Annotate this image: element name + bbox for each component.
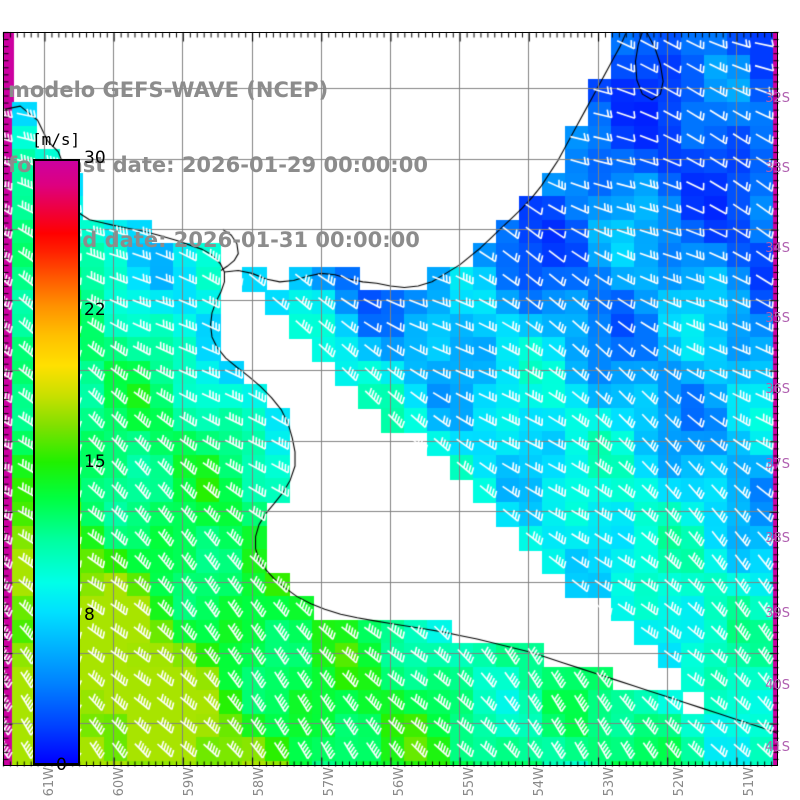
- colorbar-gradient: [33, 159, 80, 765]
- colorbar-unit-label: [m/s]: [32, 130, 81, 149]
- lon-label-60w: 60W: [112, 766, 127, 796]
- lon-label-61w: 61W: [42, 766, 57, 796]
- colorbar-tick-30: 30: [84, 148, 106, 168]
- lon-label-56w: 56W: [392, 766, 407, 796]
- lon-label-57w: 57W: [322, 766, 337, 796]
- lat-label-32s: 32S: [765, 91, 790, 106]
- lat-label-41s: 41S: [765, 740, 790, 755]
- lat-label-33s: 33S: [765, 161, 790, 176]
- model-name-text: modelo GEFS-WAVE (NCEP): [8, 78, 329, 102]
- lat-label-36s: 36S: [765, 382, 790, 397]
- lon-label-54w: 54W: [532, 766, 547, 796]
- lat-label-35s: 35S: [765, 311, 790, 326]
- lon-label-51w: 51W: [742, 766, 757, 796]
- colorbar-tick-0: 0: [56, 755, 67, 775]
- lon-label-55w: 55W: [462, 766, 477, 796]
- lat-label-37s: 37S: [765, 457, 790, 472]
- lat-label-39s: 39S: [765, 606, 790, 621]
- colorbar-tick-8: 8: [84, 605, 95, 625]
- lon-label-58w: 58W: [252, 766, 267, 796]
- lat-label-40s: 40S: [765, 678, 790, 693]
- colorbar-tick-15: 15: [84, 452, 106, 472]
- colorbar: [33, 159, 80, 765]
- lat-label-38s: 38S: [765, 531, 790, 546]
- lat-label-34s: 34S: [765, 241, 790, 256]
- lon-label-53w: 53W: [602, 766, 617, 796]
- lon-label-59w: 59W: [182, 766, 197, 796]
- colorbar-tick-22: 22: [84, 300, 106, 320]
- lon-label-52w: 52W: [672, 766, 687, 796]
- map-title-block: modelo GEFS-WAVE (NCEP) forecast date: 2…: [0, 28, 520, 303]
